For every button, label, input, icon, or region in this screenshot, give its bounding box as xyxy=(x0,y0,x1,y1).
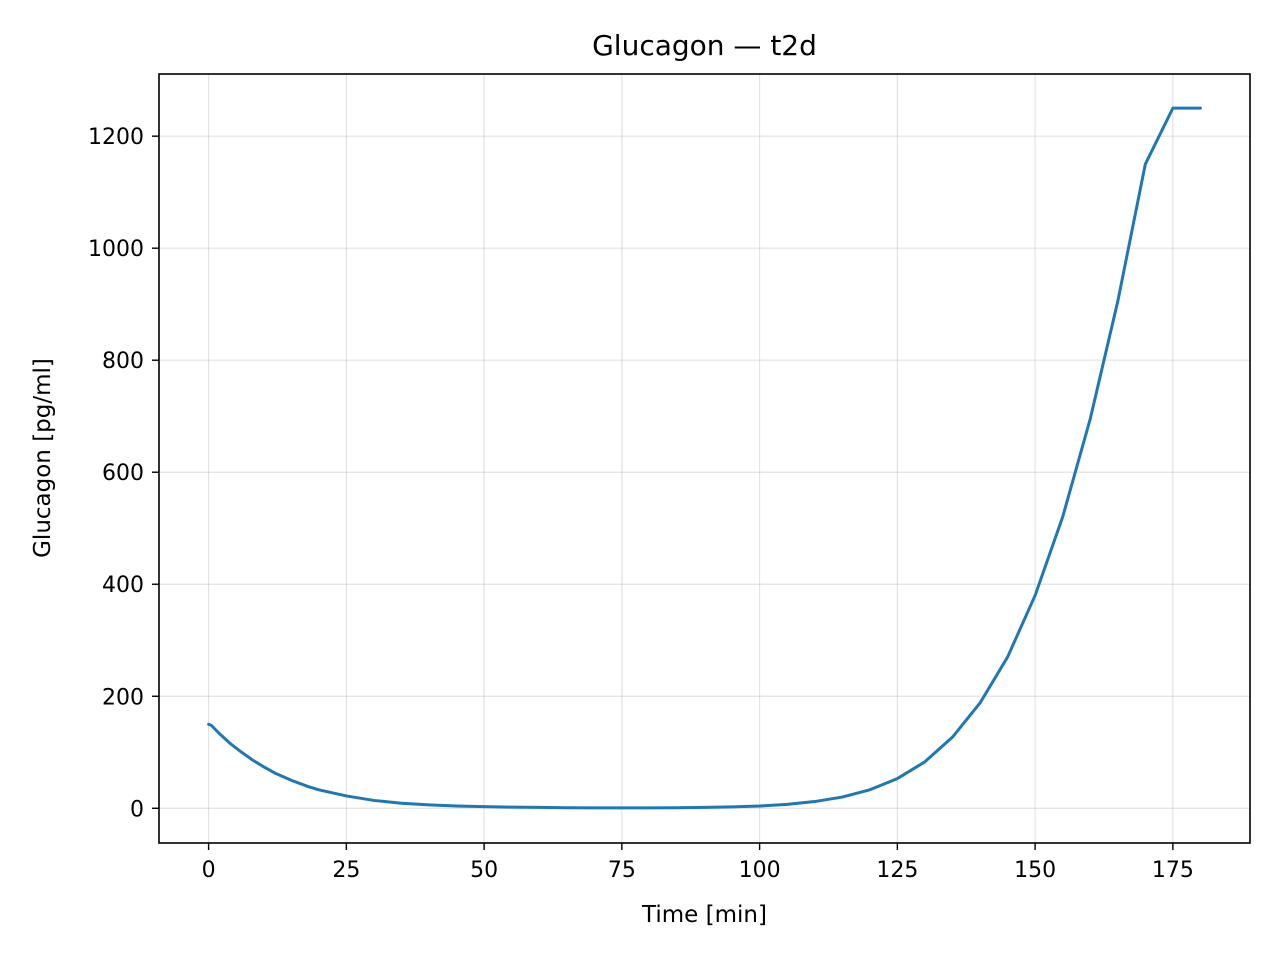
y-axis-label: Glucagon [pg/ml] xyxy=(30,358,56,558)
plot-frame xyxy=(158,73,1251,844)
x-axis-label: Time [min] xyxy=(641,902,767,928)
y-tick-label: 1000 xyxy=(88,237,144,262)
x-axis: 0 25 50 75 100 125 150 175 xyxy=(202,843,1194,883)
y-tick-label: 400 xyxy=(102,573,144,598)
series-line-glucagon xyxy=(207,106,1202,810)
y-axis: 0 200 400 600 800 1000 1200 xyxy=(88,125,159,822)
chart-title: Glucagon — t2d xyxy=(592,29,817,62)
x-tick-label: 150 xyxy=(1014,858,1056,883)
y-tick-label: 600 xyxy=(102,461,144,486)
x-tick-label: 75 xyxy=(608,858,636,883)
grid xyxy=(159,74,1250,843)
y-tick-label: 1200 xyxy=(88,125,144,150)
x-tick-label: 0 xyxy=(202,858,216,883)
y-tick-label: 0 xyxy=(130,797,144,822)
series-layer xyxy=(207,106,1202,810)
y-tick-label: 800 xyxy=(102,349,144,374)
x-tick-label: 100 xyxy=(739,858,781,883)
x-tick-label: 175 xyxy=(1152,858,1194,883)
x-tick-label: 50 xyxy=(470,858,498,883)
x-tick-label: 125 xyxy=(876,858,918,883)
y-tick-label: 200 xyxy=(102,685,144,710)
x-tick-label: 25 xyxy=(332,858,360,883)
